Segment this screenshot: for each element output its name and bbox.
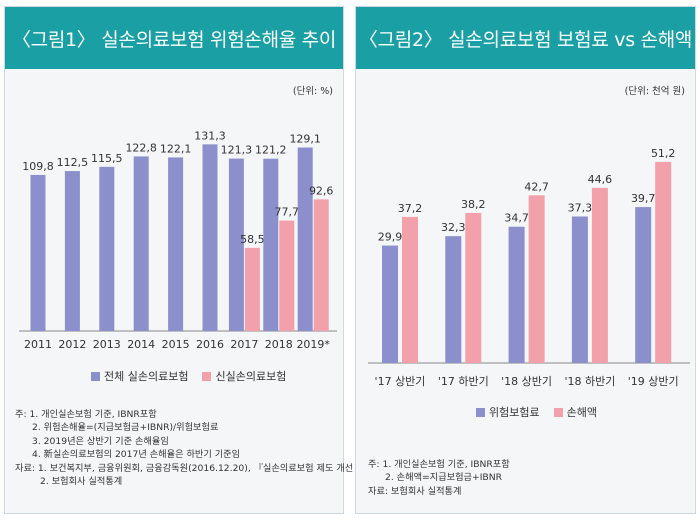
data-label: 37,3	[568, 202, 593, 215]
data-label: 121,2	[255, 144, 287, 157]
chart2-title: 〈그림2〉 실손의료보험 보험료 vs 손해액	[356, 7, 695, 69]
premium-vs-loss-panel: 〈그림2〉 실손의료보험 보험료 vs 손해액 (단위: 천억 원) 29,9 3…	[355, 6, 696, 514]
bar-series1	[297, 147, 313, 331]
bar-series2	[528, 195, 545, 363]
x-tick-label: 2012	[58, 338, 86, 351]
legend-label-new: 신실손의료보험	[215, 370, 287, 383]
bar-series1	[635, 207, 652, 363]
bar-series1	[168, 157, 184, 331]
data-label: 122,1	[160, 142, 192, 155]
bar-series1	[64, 171, 80, 331]
bar-series2	[279, 220, 295, 331]
bar-series2	[591, 187, 608, 363]
x-tick-label: 2011	[24, 338, 52, 351]
bar-series1	[30, 174, 46, 331]
loss-ratio-panel: 〈그림1〉 실손의료보험 위험손해율 추이 (단위: %) 109,8 2011 1…	[4, 6, 382, 514]
bar-series1	[263, 158, 279, 331]
x-tick-label: 2019*	[296, 338, 330, 351]
bar-series1	[382, 245, 398, 363]
bar-series2	[465, 212, 482, 363]
data-label: 39,7	[631, 192, 656, 205]
data-label: 44,6	[588, 173, 613, 186]
legend-swatch-new	[202, 371, 212, 381]
chart2-plot: 29,9 37,2 '17 상반기 32,3 38,2 '17 하반기 34,7 42,7 '1…	[368, 147, 690, 388]
legend-item-total: 전체 실손의료보험	[91, 368, 188, 384]
legend-item-loss: 손해액	[553, 404, 597, 420]
data-label: 121,3	[221, 144, 253, 157]
data-label: 38,2	[461, 198, 486, 211]
bar-series2	[402, 216, 418, 363]
x-tick-label: '17 하반기	[438, 374, 489, 388]
data-label: 77,7	[275, 206, 300, 219]
data-label: 129,1	[289, 132, 321, 145]
chart1-notes: 주: 1. 개인실손보험 기준, IBNR포함 2. 위험손해율=(지급보험금+…	[15, 408, 382, 488]
data-label: 112,5	[57, 156, 89, 169]
legend-label-total: 전체 실손의료보험	[104, 370, 189, 383]
note-line: 3. 2019년은 상반기 기준 손해율임	[32, 435, 169, 447]
chart1-legend: 전체 실손의료보험 신실손의료보험	[91, 368, 286, 384]
bar-series2	[313, 199, 329, 331]
bar-series1	[202, 144, 218, 331]
data-label: 29,9	[378, 231, 403, 244]
bar-series2	[655, 161, 672, 363]
x-tick-label: 2016	[196, 338, 224, 351]
x-tick-label: '18 하반기	[564, 374, 615, 388]
note-line: 2. 위험손해율=(지급보험금+IBNR)/위험보험료	[32, 422, 219, 434]
chart2-notes: 주: 1. 개인실손보험 기준, IBNR포함 2. 손해액=지급보험금+IBN…	[368, 458, 510, 498]
bar-series1	[228, 158, 244, 331]
data-label: 51,2	[651, 147, 676, 160]
data-label: 42,7	[524, 180, 549, 193]
source-line: 자료: 1. 보건복지부, 금융위원회, 금융감독원(2016.12.20), …	[15, 462, 383, 474]
bar-series1	[445, 236, 462, 363]
chart1-unit: (단위: %)	[292, 86, 333, 97]
bar-series1	[508, 226, 525, 363]
data-label: 34,7	[504, 212, 528, 225]
data-label: 92,6	[309, 184, 334, 197]
note-line: 2. 손해액=지급보험금+IBNR	[385, 472, 502, 484]
x-tick-label: 2018	[265, 338, 293, 351]
note-line: 주: 1. 개인실손보험 기준, IBNR포함	[15, 409, 157, 420]
x-tick-label: '17 상반기	[375, 375, 426, 388]
data-label: 32,3	[441, 221, 466, 234]
legend-swatch-total	[91, 371, 100, 381]
legend-swatch-premium	[476, 407, 485, 417]
data-label: 131,3	[194, 129, 226, 142]
note-line: 주: 1. 개인실손보험 기준, IBNR포함	[368, 459, 510, 470]
chart1-plot: 109,8 2011 112,5 2012 115,5 2013 122,8 2014 122,…	[19, 129, 337, 351]
data-label: 109,8	[22, 160, 54, 173]
bar-series1	[99, 166, 115, 331]
data-label: 37,2	[398, 202, 423, 215]
legend-label-premium: 위험보험료	[489, 406, 540, 419]
chart1-title: 〈그림1〉 실손의료보험 위험손해율 추이	[5, 7, 343, 69]
source-line: 2. 보험회사 실적통계	[40, 476, 123, 488]
legend-swatch-loss	[553, 407, 563, 417]
data-label: 58,5	[240, 233, 265, 246]
x-tick-label: 2014	[127, 338, 155, 351]
x-tick-label: 2013	[93, 338, 121, 351]
data-label: 122,8	[125, 141, 157, 154]
chart2-legend: 위험보험료 손해액	[476, 404, 597, 420]
x-tick-label: 2015	[162, 338, 190, 351]
legend-item-premium: 위험보험료	[476, 404, 540, 420]
bar-series1	[571, 216, 588, 363]
source-line: 자료: 보험회사 실적통계	[368, 485, 462, 497]
bar-series2	[244, 247, 260, 331]
x-tick-label: '19 상반기	[628, 375, 679, 388]
bar-series1	[133, 156, 149, 331]
x-tick-label: 2017	[230, 338, 258, 351]
x-tick-label: '18 상반기	[501, 375, 552, 388]
chart2-unit: (단위: 천억 원)	[624, 86, 685, 97]
data-label: 115,5	[91, 152, 123, 165]
legend-label-loss: 손해액	[566, 406, 597, 419]
note-line: 4. 新실손의료보험의 2017년 손해율은 하반기 기준임	[32, 449, 241, 461]
legend-item-new: 신실손의료보험	[202, 368, 286, 384]
